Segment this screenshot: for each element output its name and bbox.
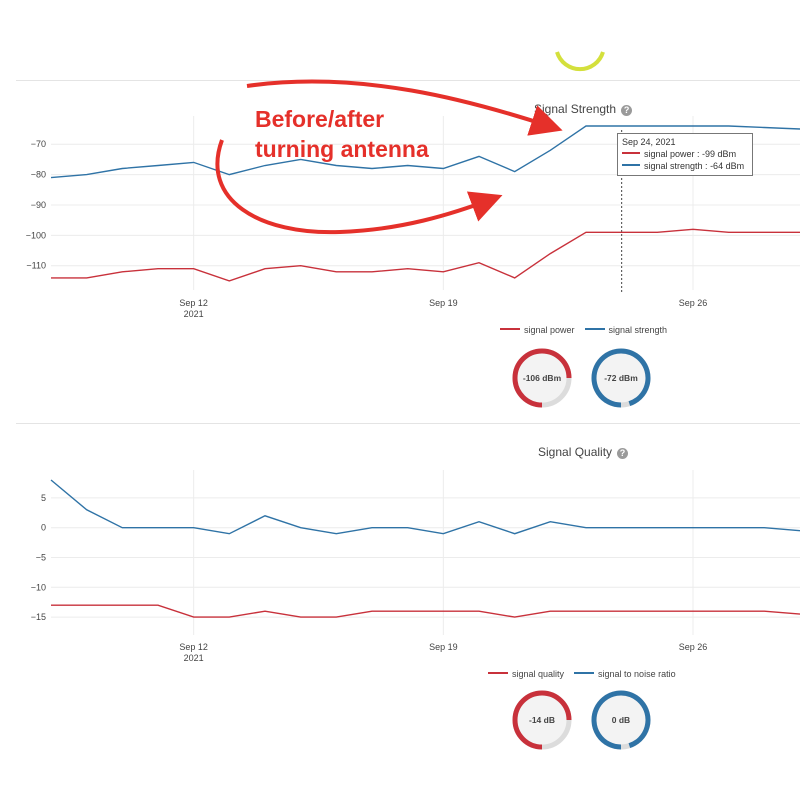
- tooltip-row-signal-strength: signal strength : -64 dBm: [622, 161, 748, 171]
- x-tick-sublabel: 2021: [184, 309, 204, 319]
- x-tick-label: Sep 12: [179, 298, 208, 308]
- signal-quality-title: Signal Quality?: [538, 445, 629, 459]
- y-tick-label: −15: [31, 612, 46, 622]
- gauge-value: -14 dB: [529, 715, 555, 725]
- gauge-arc: [512, 690, 572, 750]
- gauge-arc: [591, 690, 651, 750]
- legend-swatch: [488, 672, 508, 674]
- legend-item-signal-to-noise-ratio[interactable]: signal to noise ratio: [574, 669, 676, 679]
- help-icon[interactable]: ?: [617, 448, 629, 459]
- x-tick-label: Sep 26: [679, 298, 708, 308]
- series-line-signal-power: [51, 228, 800, 282]
- x-tick-label: Sep 19: [429, 642, 458, 652]
- annotation-text: Before/after turning antenna: [255, 106, 429, 162]
- legend-swatch: [500, 328, 520, 330]
- series-line-signal-quality: [51, 604, 800, 618]
- signal-quality-legend: signal quality signal to noise ratio: [488, 669, 686, 679]
- legend-item-signal-quality[interactable]: signal quality: [488, 669, 564, 679]
- y-tick-label: −100: [26, 230, 46, 240]
- gauge-value: 0 dB: [612, 715, 630, 725]
- legend-item-signal-strength[interactable]: signal strength: [584, 325, 668, 335]
- gauge-value: -106 dBm: [523, 373, 562, 383]
- y-tick-label: −90: [31, 200, 46, 210]
- legend-label: signal power: [524, 325, 575, 335]
- gauge-arc: [591, 348, 651, 408]
- y-tick-label: −5: [36, 553, 46, 563]
- y-tick-label: −70: [31, 139, 46, 149]
- help-icon[interactable]: ?: [621, 105, 633, 116]
- x-tick-sublabel: 2021: [184, 653, 204, 663]
- legend-item-signal-power[interactable]: signal power: [500, 325, 575, 335]
- legend-label: signal quality: [512, 669, 565, 679]
- y-tick-label: −110: [26, 261, 46, 271]
- legend-label: signal to noise ratio: [598, 669, 676, 679]
- y-tick-label: −80: [31, 170, 46, 180]
- y-tick-label: 0: [41, 523, 46, 533]
- x-tick-label: Sep 26: [679, 642, 708, 652]
- x-tick-label: Sep 12: [179, 642, 208, 652]
- tooltip-date: Sep 24, 2021: [622, 137, 676, 147]
- x-tick-label: Sep 19: [429, 298, 458, 308]
- legend-label: signal strength: [608, 325, 668, 335]
- signal-strength-legend: signal power signal strength: [500, 325, 677, 335]
- gauge-value: -72 dBm: [604, 373, 638, 383]
- legend-swatch: [584, 328, 605, 330]
- series-line-signal-to-noise-ratio: [50, 479, 800, 535]
- y-tick-label: 5: [41, 493, 46, 503]
- tooltip-row-signal-power: signal power : -99 dBm: [622, 149, 748, 159]
- hover-tooltip: Sep 24, 2021 signal power : -99 dBm sign…: [617, 133, 753, 176]
- y-tick-label: −10: [31, 582, 46, 592]
- legend-swatch: [574, 672, 595, 674]
- section-divider-middle: [16, 423, 800, 424]
- gauge-arc: [512, 348, 572, 408]
